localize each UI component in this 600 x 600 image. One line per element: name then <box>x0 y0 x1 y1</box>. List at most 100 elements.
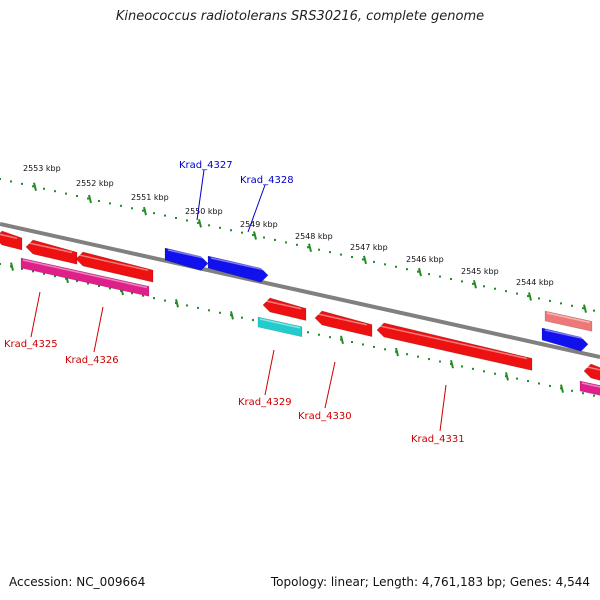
leader-krad-4331 <box>439 384 447 432</box>
gene-arrow-krad-4331[interactable] <box>376 322 533 371</box>
ruler-dot <box>208 309 210 312</box>
ruler-dot <box>285 241 287 244</box>
ruler-dot <box>483 370 485 373</box>
ruler-dot <box>582 392 584 395</box>
gene-arrow-krad-4328-highlight <box>210 257 264 271</box>
ruler-dot <box>483 285 485 288</box>
ruler-dot <box>549 384 551 387</box>
ruler-dot <box>461 365 463 368</box>
gene-bar-edge-right-pink[interactable] <box>579 380 600 397</box>
ruler-dot <box>21 267 23 270</box>
ruler-dot <box>494 372 496 375</box>
ruler-dot <box>582 307 584 310</box>
gene-arrow-edge-left[interactable] <box>0 230 23 251</box>
ruler-tick-labels: 2553 kbp 2552 kbp 2551 kbp 2550 kbp 2549 kbp… <box>23 164 554 287</box>
gene-bar-krad-4326[interactable] <box>20 257 150 297</box>
ruler-dot <box>450 277 452 280</box>
ruler-tick-label: 2552 kbp <box>76 179 114 188</box>
ruler-dot <box>153 297 155 300</box>
ruler-dot <box>32 185 34 188</box>
ruler-dot <box>241 231 243 234</box>
ruler-dot <box>395 265 397 268</box>
leader-krad-4328 <box>247 184 266 233</box>
gene-arrow-krad-4326-upper-highlight <box>78 254 149 272</box>
ruler-dot <box>527 380 529 383</box>
genome-summary: Topology: linear; Length: 4,761,183 bp; … <box>270 575 590 589</box>
gene-label-krad-4329[interactable]: Krad_4329 <box>238 397 292 408</box>
ruler-dot <box>318 333 320 336</box>
ruler-dot <box>571 389 573 392</box>
ruler-dot <box>549 299 551 302</box>
leader-krad-4326 <box>93 306 104 353</box>
gene-arrow-krad-4329-highlight <box>265 300 302 310</box>
ruler-major-tick <box>198 219 202 228</box>
ruler-dot <box>109 287 111 290</box>
gene-label-krad-4328[interactable]: Krad_4328 <box>240 175 294 186</box>
ruler-dot <box>142 209 144 212</box>
gene-arrow-krad-4327-highlight <box>167 249 204 259</box>
ruler-dot <box>384 263 386 266</box>
ruler-dot <box>186 304 188 307</box>
ruler-tick-label: 2546 kbp <box>406 255 444 264</box>
ruler-dot <box>560 302 562 305</box>
genome-axis <box>0 222 600 359</box>
ruler-dot <box>406 353 408 356</box>
ruler-tick-label: 2547 kbp <box>350 243 388 252</box>
ruler-major-tick <box>175 298 179 308</box>
ruler-dot <box>76 195 78 198</box>
ruler-dot <box>428 273 430 276</box>
gene-features[interactable] <box>0 230 600 397</box>
ruler-tick-label: 2545 kbp <box>461 267 499 276</box>
gene-arrow-krad-4329[interactable] <box>262 297 307 321</box>
gene-arrow-edge-right-red[interactable] <box>583 363 600 382</box>
map-title: Kineococcus radiotolerans SRS30216, comp… <box>115 9 485 24</box>
ruler-dot <box>230 229 232 232</box>
gene-label-krad-4330[interactable]: Krad_4330 <box>298 411 352 422</box>
gene-label-krad-4327[interactable]: Krad_4327 <box>179 160 233 171</box>
gene-bar-edge-right-highlight <box>546 312 591 324</box>
gene-bar-krad-4329[interactable] <box>257 316 303 338</box>
ruler-dot <box>54 275 56 278</box>
gene-arrow-krad-4325-highlight <box>28 242 73 254</box>
ruler-dot <box>296 243 298 246</box>
label-leader-lines <box>30 169 447 432</box>
ruler-tick-label: 2550 kbp <box>185 207 223 216</box>
ruler-major-tick <box>450 359 454 369</box>
ruler-tick-label: 2549 kbp <box>240 220 278 229</box>
gene-arrow-krad-4327[interactable] <box>164 247 209 271</box>
ruler-dot <box>109 202 111 205</box>
ruler-tick-label: 2553 kbp <box>23 164 61 173</box>
ruler-dot <box>197 306 199 309</box>
ruler-dot <box>329 251 331 254</box>
ruler-tick-label: 2544 kbp <box>516 278 554 287</box>
ruler-dot <box>593 394 595 397</box>
accession-text: Accession: NC_009664 <box>9 575 146 589</box>
leader-krad-4329 <box>264 349 275 396</box>
gene-arrow-edge-right-blue[interactable] <box>541 327 589 352</box>
leader-krad-4327 <box>196 169 205 221</box>
gene-arrow-krad-4326-upper[interactable] <box>75 251 154 283</box>
gene-bar-edge-right[interactable] <box>544 310 593 332</box>
ruler-dot <box>329 336 331 339</box>
ruler-dot <box>98 284 100 287</box>
ruler-major-tick <box>230 311 234 320</box>
ruler-dot <box>131 292 133 295</box>
ruler-major-tick <box>505 372 509 381</box>
ruler-dot <box>351 341 353 344</box>
leader-krad-4325 <box>30 291 41 338</box>
ruler-dot <box>307 331 309 334</box>
ruler-dot <box>274 238 276 241</box>
ruler-major-tick <box>418 267 422 277</box>
gene-arrow-edge-right-blue-highlight <box>544 329 584 340</box>
ruler-dot <box>76 280 78 283</box>
ruler-dot <box>472 282 474 285</box>
gene-label-krad-4325[interactable]: Krad_4325 <box>4 339 58 350</box>
gene-arrow-krad-4330[interactable] <box>314 310 373 338</box>
ruler-dot <box>527 295 529 298</box>
gene-label-krad-4326[interactable]: Krad_4326 <box>65 355 119 366</box>
ruler-major-tick <box>33 182 37 192</box>
ruler-major-tick <box>340 335 344 345</box>
gene-label-krad-4331[interactable]: Krad_4331 <box>411 434 465 445</box>
gene-arrow-krad-4328[interactable] <box>207 255 269 283</box>
